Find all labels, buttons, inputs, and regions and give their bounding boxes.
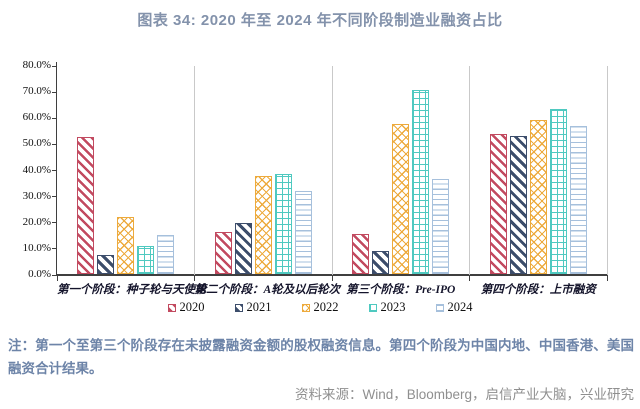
legend-item-2024: 2024 (435, 300, 473, 315)
legend-swatch-2022 (301, 303, 310, 312)
category-separator-line (469, 66, 470, 275)
x-axis-tick (194, 276, 195, 281)
x-axis-tick (469, 276, 470, 281)
bar-2021-1 (97, 254, 115, 274)
legend-label: 2022 (313, 300, 339, 314)
y-axis-tick-label: 60.0% (22, 111, 51, 124)
y-axis-tick (52, 170, 56, 171)
legend-swatch-2024 (435, 303, 444, 312)
category-separator-line (331, 66, 333, 275)
bar-2022-4 (529, 119, 547, 274)
chart-title: 图表 34: 2020 年至 2024 年不同阶段制造业融资占比 (137, 12, 503, 29)
category-separator-line (194, 66, 195, 275)
bar-chart-plot-area: 0.0% 10.0% 20.0% 30.0% 40.0% 50.0% 60.0% 70.0% 8… (23, 59, 608, 296)
legend-item-2022: 2022 (301, 300, 339, 315)
bar-2020-3 (352, 234, 370, 274)
y-axis-tick (52, 248, 56, 250)
legend-item-2021: 2021 (234, 300, 272, 315)
legend-swatch-2023 (368, 303, 377, 312)
x-axis-tick (606, 276, 608, 281)
category-separator-line (606, 66, 608, 275)
y-axis-tick-label: 40.0% (22, 163, 51, 176)
x-axis-category-label: 第四个阶段：上市融资 (480, 284, 596, 296)
bar-2022-3 (392, 124, 410, 274)
x-axis-category-label: 第一个阶段：种子轮与天使轮 (57, 284, 207, 296)
bar-2022-1 (117, 216, 135, 274)
y-axis-tick (52, 65, 56, 67)
y-axis-tick (52, 143, 56, 145)
bar-2023-2 (274, 173, 292, 274)
legend-swatch-2021 (234, 303, 243, 312)
chart-legend: 2020 2021 2022 2023 2024 (0, 300, 640, 315)
y-axis-tick (52, 91, 56, 93)
bar-2021-2 (234, 223, 252, 274)
y-axis-tick (52, 196, 56, 198)
x-axis-tick (331, 276, 333, 281)
y-axis-tick-label: 50.0% (22, 137, 51, 150)
y-axis-tick (52, 274, 56, 276)
y-axis-tick-label: 20.0% (22, 215, 51, 228)
bar-2023-3 (412, 90, 430, 274)
bar-2021-4 (509, 136, 527, 274)
bar-2023-4 (549, 108, 567, 274)
bar-2020-4 (489, 133, 507, 274)
y-axis-tick-label: 0.0% (28, 268, 51, 280)
legend-label: 2020 (179, 300, 205, 314)
legend-item-2020: 2020 (167, 300, 205, 315)
bar-2023-1 (137, 246, 155, 274)
bar-2022-2 (254, 176, 272, 274)
x-axis-tick (56, 276, 58, 281)
y-axis-tick-label: 30.0% (22, 189, 51, 202)
legend-label: 2023 (380, 300, 406, 314)
chart-footnote: 注：第一个至第三个阶段存在未披露融资金额的股权融资信息。第四个阶段为中国内地、中… (8, 338, 634, 376)
bar-2020-1 (77, 137, 95, 274)
y-axis-tick-label: 80.0% (22, 59, 51, 71)
bar-2024-4 (569, 125, 587, 274)
bar-2024-2 (294, 190, 312, 274)
y-axis-tick-label: 70.0% (22, 85, 51, 98)
legend-label: 2021 (246, 300, 272, 314)
legend-label: 2024 (447, 300, 473, 314)
bar-2024-1 (157, 234, 175, 274)
bar-2020-2 (214, 231, 232, 274)
y-axis-tick-label: 10.0% (22, 241, 51, 254)
y-axis-tick (52, 117, 56, 119)
legend-swatch-2020 (167, 303, 176, 312)
y-axis-line (56, 62, 57, 276)
x-axis-category-label: 第二个阶段：A轮及以后轮次 (194, 284, 341, 296)
y-axis-tick (52, 222, 56, 224)
bar-2021-3 (372, 251, 390, 274)
bar-2024-3 (432, 178, 450, 274)
legend-item-2023: 2023 (368, 300, 406, 315)
x-axis-category-label: 第三个阶段：Pre-IPO (346, 284, 456, 296)
x-axis-line (56, 274, 608, 276)
data-source: 资料来源：Wind，Bloomberg，启信产业大脑，兴业研究 (294, 387, 634, 402)
